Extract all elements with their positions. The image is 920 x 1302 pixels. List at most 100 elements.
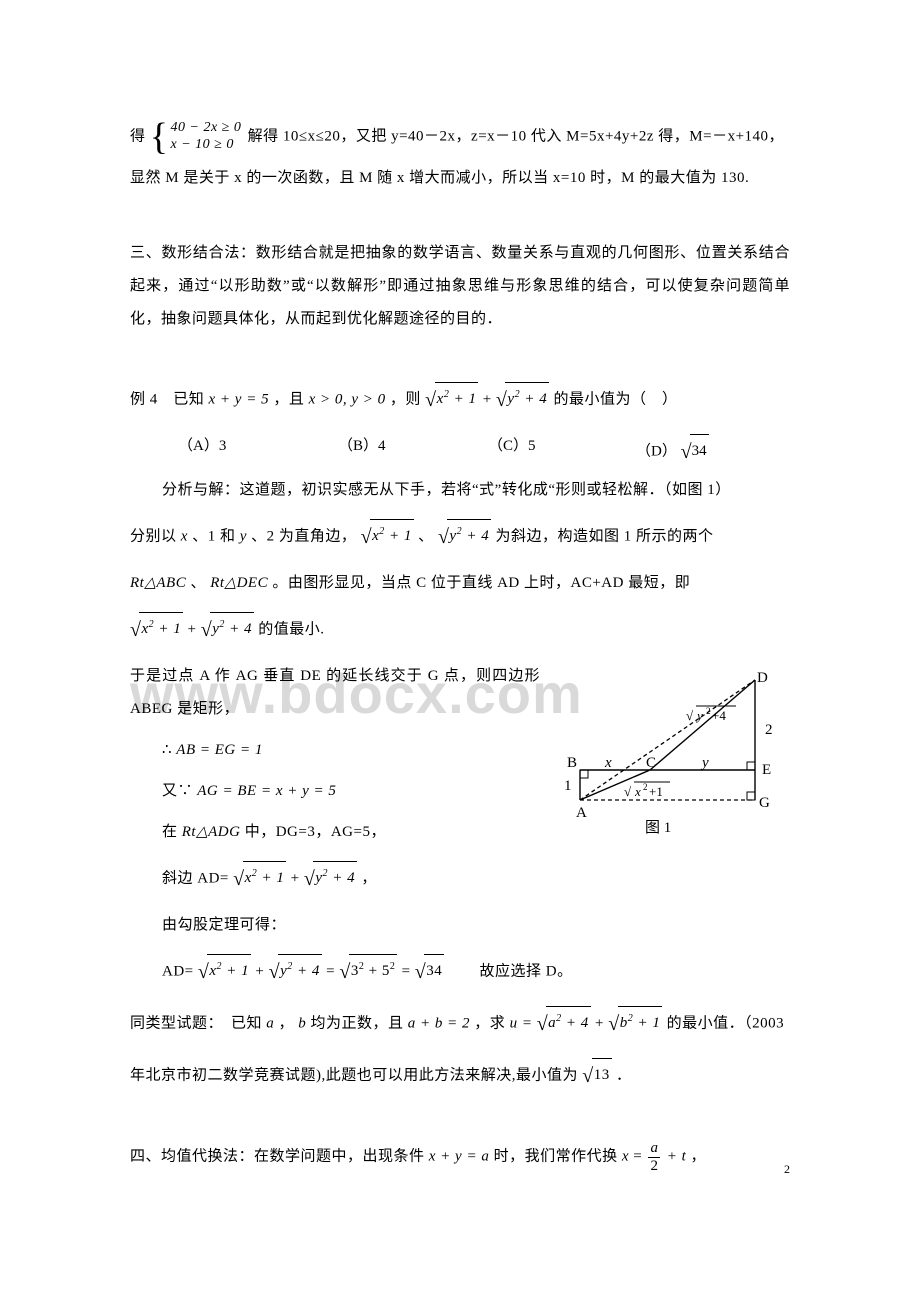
p1-b: 解得 10≤x≤20，又把 y=40－2x，z=x－10 代入 M=5x+4y+… — [248, 129, 784, 145]
para-18: 四、均值代换法：在数学问题中，出现条件 x + y = a 时，我们常作代换 x… — [130, 1140, 790, 1174]
sqrt-9p25: √32 + 52 — [339, 950, 397, 994]
fig-label-c: C — [646, 755, 656, 771]
frac-num: a — [650, 1140, 658, 1157]
option-c: （C）5 — [488, 430, 636, 474]
p10-a: ∴ — [162, 742, 176, 758]
fig-label-g: G — [759, 795, 770, 811]
geometry-diagram: D E 2 G A B 1 C x y √ x 2 +1 √ y 2 +4 — [540, 660, 790, 860]
svg-text:+4: +4 — [712, 708, 726, 723]
example-4: 例 4 已知 x + y = 5 ，且 x > 0, y > 0 ，则 √x2 … — [130, 378, 790, 422]
option-d: （D） √34 — [636, 430, 746, 474]
opt-d-pre: （D） — [636, 444, 677, 460]
para-13: 斜边 AD= √x2 + 1 + √y2 + 4 ， — [130, 857, 540, 901]
para-8: √x2 + 1 + √y2 + 4 的值最小. — [130, 608, 790, 652]
sqrt-y2p4-e: √y2 + 4 — [269, 950, 322, 994]
para-9: 于是过点 A 作 AG 垂直 DE 的延长线交于 G 点，则四边形 ABEG 是… — [130, 660, 540, 726]
fig-label-a: A — [576, 805, 587, 821]
svg-text:+1: +1 — [649, 784, 663, 799]
figure-block: 于是过点 A 作 AG 垂直 DE 的延长线交于 G 点，则四边形 ABEG 是… — [130, 660, 790, 909]
svg-text:2: 2 — [706, 706, 711, 716]
sqrt-y2p4-d: √y2 + 4 — [304, 857, 357, 901]
p12-c: 中，DG=3，AG=5， — [245, 824, 386, 840]
sqrt-x2p1-d: √x2 + 1 — [233, 857, 286, 901]
options-row: （A）3 （B）4 （C）5 （D） √34 — [130, 430, 790, 474]
para-11: 又∵ AG = BE = x + y = 5 — [130, 775, 540, 808]
para-14: 由勾股定理可得： — [130, 909, 790, 942]
para-10: ∴ AB = EG = 1 — [130, 734, 540, 767]
p6-c: 、2 为直角边， — [251, 529, 356, 545]
sqrt-13: √13 — [582, 1054, 611, 1098]
p17-b: ． — [616, 1068, 632, 1084]
p11-b: AG = BE = x + y = 5 — [197, 783, 336, 799]
para-1: 得 { 40 − 2x ≥ 0 x − 10 ≥ 0 解得 10≤x≤20，又把… — [130, 120, 790, 154]
p4-d: 的最小值为（ ） — [553, 392, 677, 408]
sqrt-y2p4-b: √y2 + 4 — [438, 515, 491, 559]
svg-text:√: √ — [624, 784, 632, 799]
p15-a: AD= — [162, 964, 194, 980]
p13-a: 斜边 AD= — [162, 871, 229, 887]
sqrt-x2p1-a: √x2 + 1 — [425, 378, 478, 422]
p16-c: 均为正数，且 — [311, 1016, 404, 1032]
p18-f: ， — [691, 1149, 707, 1165]
fig-label-d: D — [757, 670, 768, 686]
p1-a: 得 — [130, 129, 146, 145]
fig-label-x: x — [604, 755, 612, 771]
p6-a: 分别以 — [130, 529, 177, 545]
fig-label-b: B — [567, 755, 577, 771]
brace-icon: { — [150, 120, 169, 154]
svg-text:√: √ — [686, 708, 694, 723]
figure-1: D E 2 G A B 1 C x y √ x 2 +1 √ y 2 +4 — [540, 660, 790, 873]
para-2: 显然 M 是关于 x 的一次函数，且 M 随 x 增大而减小，所以当 x=10 … — [130, 162, 790, 195]
sqrt-x2p1-c: √x2 + 1 — [130, 608, 183, 652]
svg-text:x: x — [634, 784, 641, 799]
p16-d: ，求 — [474, 1016, 505, 1032]
p4-a: 例 4 已知 — [130, 392, 204, 408]
para-3: 三、数形结合法：数形结合就是把抽象的数学语言、数量关系与直观的几何图形、位置关系… — [130, 237, 790, 336]
p18-a: 四、均值代换法：在数学问题中，出现条件 — [130, 1149, 425, 1165]
p16-b: ， — [279, 1016, 295, 1032]
svg-text:y: y — [695, 708, 703, 723]
p18-eq: x + y = a — [429, 1149, 490, 1165]
para-12: 在 Rt△ADG 中，DG=3，AG=5， — [130, 816, 540, 849]
sqrt-b2p1: √b2 + 1 — [608, 1002, 662, 1046]
p6-e: 为斜边，构造如图 1 所示的两个 — [495, 529, 713, 545]
fig-caption: 图 1 — [645, 819, 671, 836]
p15-c: = — [402, 964, 415, 980]
p18-e: + t — [667, 1149, 687, 1165]
p7-a: Rt△ABC — [130, 575, 186, 591]
p15-b: = — [326, 964, 339, 980]
p4-eq2: x > 0, y > 0 — [309, 392, 386, 408]
fig-label-y: y — [700, 755, 709, 771]
p16-a: 同类型试题： 已知 — [130, 1016, 262, 1032]
sqrt-y2p4-a: √y2 + 4 — [496, 378, 549, 422]
fig-label-e: E — [762, 762, 771, 778]
sqrt-34: √34 — [415, 950, 444, 994]
sys-top: 40 − 2x ≥ 0 — [171, 120, 242, 137]
p11-a: 又∵ — [162, 783, 197, 799]
sys-bot: x − 10 ≥ 0 — [171, 137, 242, 154]
p18-b: 时，我们常作代换 — [494, 1149, 618, 1165]
p12-b: Rt△ADG — [182, 824, 241, 840]
frac-a-over-2: a 2 — [648, 1140, 660, 1174]
para-15: AD= √x2 + 1 + √y2 + 4 = √32 + 52 = √34 故… — [130, 950, 790, 994]
sqrt-a2p4: √a2 + 4 — [537, 1002, 591, 1046]
para-16: 同类型试题： 已知 a ， b 均为正数，且 a + b = 2 ，求 u = … — [130, 1002, 790, 1046]
p7-c: Rt△DEC — [210, 575, 268, 591]
fig-label-1: 1 — [564, 778, 572, 794]
p16-e: 的最小值．（2003 — [667, 1016, 785, 1032]
p16-eq: a + b = 2 — [408, 1016, 470, 1032]
p7-b: 、 — [190, 575, 206, 591]
p13-b: ， — [361, 871, 377, 887]
fig-label-2: 2 — [765, 722, 773, 738]
document-page: www.bdocx.com 得 { 40 − 2x ≥ 0 x − 10 ≥ 0… — [0, 0, 920, 1222]
para-6: 分别以 x 、1 和 y 、2 为直角边， √x2 + 1 、 √y2 + 4 … — [130, 515, 790, 559]
p8: 的值最小. — [258, 622, 324, 638]
frac-den: 2 — [648, 1157, 660, 1175]
p4-eq1: x + y = 5 — [209, 392, 270, 408]
p7-d: 。由图形显见，当点 C 位于直线 AD 上时，AC+AD 最短，即 — [272, 575, 690, 591]
option-b: （B）4 — [338, 430, 488, 474]
p6-b: 、1 和 — [192, 529, 235, 545]
p4-b: ，且 — [273, 392, 304, 408]
p17-a: 年北京市初二数学竞赛试题),此题也可以用此方法来解决,最小值为 — [130, 1068, 578, 1084]
sqrt-x2p1-e: √x2 + 1 — [198, 950, 251, 994]
